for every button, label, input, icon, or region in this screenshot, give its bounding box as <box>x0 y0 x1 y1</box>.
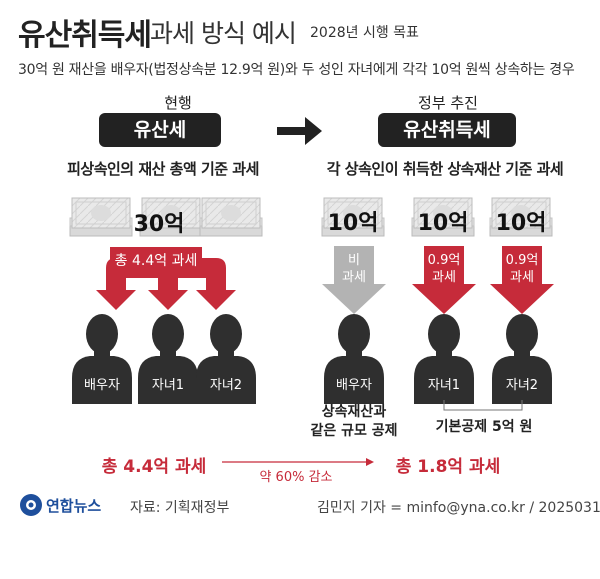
current-person-child2: 자녀2 <box>209 378 243 393</box>
description: 30억 원 재산을 배우자(법정상속분 12.9억 원)와 두 성인 자녀에게 … <box>18 62 575 78</box>
spouse-tax-text: 비 과세 <box>342 253 366 285</box>
spouse-tax-arrow <box>322 246 386 314</box>
proposed-label: 정부 추진 <box>418 94 478 112</box>
reduction-label: 약 60% 감소 <box>259 470 333 485</box>
spouse-note: 상속재산과 같은 규모 공제 <box>310 404 398 439</box>
children-bracket <box>443 400 523 411</box>
proposed-person-spouse: 배우자 <box>336 378 372 393</box>
proposed-basis: 각 상속인이 취득한 상속재산 기준 과세 <box>326 160 564 178</box>
proposed-total: 총 1.8억 과세 <box>395 457 501 477</box>
source: 자료: 기획재정부 <box>130 500 230 516</box>
current-total: 총 4.4억 과세 <box>101 457 207 477</box>
child2-tax-text: 0.9억 과세 <box>505 253 539 285</box>
proposed-person-child1: 자녀1 <box>427 378 461 393</box>
spouse-amount: 10억 <box>327 211 379 236</box>
proposed-pill: 유산취득세 <box>378 113 516 147</box>
children-note: 기본공제 5억 원 <box>414 418 554 437</box>
title-sub: 과세 방식 예시 <box>150 19 297 48</box>
proposed-person-child2: 자녀2 <box>505 378 539 393</box>
child1-tax-text: 0.9억 과세 <box>427 253 461 285</box>
current-tax-arrow <box>96 247 236 310</box>
current-label: 현행 <box>164 94 192 112</box>
child2-tax-arrow <box>490 246 554 314</box>
title-note: 2028년 시행 목표 <box>310 25 419 41</box>
title-main: 유산취득세 <box>18 18 152 53</box>
current-tax-label: 총 4.4억 과세 <box>114 253 198 269</box>
current-pill: 유산세 <box>99 113 221 147</box>
transition-arrow <box>277 117 322 145</box>
yonhap-logo-icon <box>20 494 42 516</box>
summary-arrow <box>366 458 374 466</box>
child2-amount: 10억 <box>495 211 547 236</box>
child1-tax-arrow <box>412 246 476 314</box>
current-basis: 피상속인의 재산 총액 기준 과세 <box>67 160 259 178</box>
current-amount: 30억 <box>133 212 185 237</box>
logo-text: 연합뉴스 <box>46 497 102 515</box>
credit: 김민지 기자 = minfo@yna.co.kr / 20250312 <box>317 500 600 516</box>
current-person-spouse: 배우자 <box>84 378 120 393</box>
current-person-child1: 자녀1 <box>151 378 185 393</box>
child1-amount: 10억 <box>417 211 469 236</box>
